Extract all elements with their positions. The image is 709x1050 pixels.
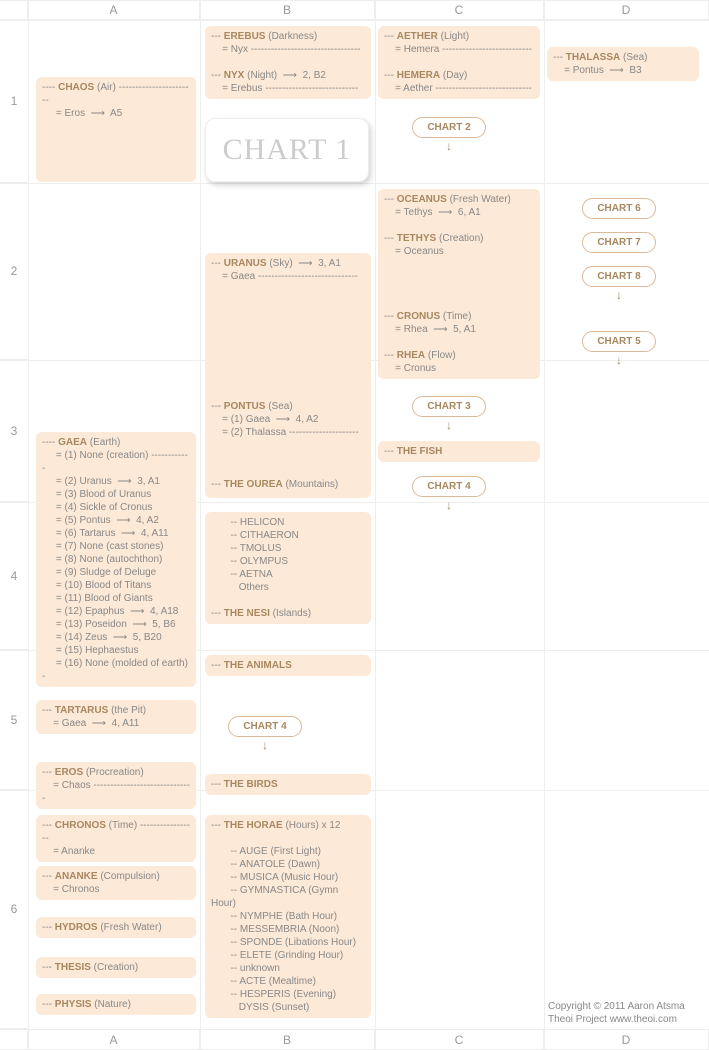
chart-title: CHART 1 — [205, 118, 369, 182]
pill-arrow-chart3: ↓ — [412, 418, 486, 432]
box-aether: --- AETHER (Light) = Hemera ------------… — [378, 26, 540, 99]
grid-vline — [375, 0, 376, 1049]
pill-chart4b[interactable]: CHART 4 — [228, 716, 302, 737]
box-hydros: --- HYDROS (Fresh Water) — [36, 917, 196, 938]
pill-arrow-chart2: ↓ — [412, 139, 486, 153]
box-chronos: --- CHRONOS (Time) ----------------- = A… — [36, 815, 196, 862]
box-gaea: ---- GAEA (Earth) = (1) None (creation) … — [36, 432, 196, 687]
box-thefish: --- THE FISH — [378, 441, 540, 462]
copyright-text: Copyright © 2011 Aaron AtsmaTheoi Projec… — [548, 1000, 685, 1026]
genealogy-chart: AABBCCDD 123456 ---- CHAOS (Air) -------… — [0, 0, 709, 1049]
pill-arrow-chart5: ↓ — [582, 353, 656, 367]
box-oceanus: --- OCEANUS (Fresh Water) = Tethys ⟶ 6, … — [378, 189, 540, 379]
row-header-1: 1 — [0, 20, 28, 183]
col-header-c: C — [375, 0, 544, 20]
row-header-2: 2 — [0, 183, 28, 360]
box-ourea_list: -- HELICON -- CITHAERON -- TMOLUS -- OLY… — [205, 512, 371, 624]
box-erebus: --- EREBUS (Darkness) = Nyx ------------… — [205, 26, 371, 99]
row-header-3: 3 — [0, 360, 28, 502]
pill-arrow-chart8: ↓ — [582, 288, 656, 302]
row-header-6: 6 — [0, 790, 28, 1029]
col-header-b: B — [200, 0, 375, 20]
col-header-d: D — [544, 1029, 709, 1049]
grid-vline — [200, 0, 201, 1049]
pill-chart5[interactable]: CHART 5 — [582, 331, 656, 352]
pill-chart7[interactable]: CHART 7 — [582, 232, 656, 253]
pill-chart2[interactable]: CHART 2 — [412, 117, 486, 138]
col-header-b: B — [200, 1029, 375, 1049]
row-header-4: 4 — [0, 502, 28, 650]
box-thesis: --- THESIS (Creation) — [36, 957, 196, 978]
col-header-c: C — [375, 1029, 544, 1049]
box-tartarus: --- TARTARUS (the Pit) = Gaea ⟶ 4, A11 — [36, 700, 196, 734]
grid-hline — [0, 20, 709, 21]
col-header-d: D — [544, 0, 709, 20]
pill-chart3[interactable]: CHART 3 — [412, 396, 486, 417]
box-chaos: ---- CHAOS (Air) -----------------------… — [36, 77, 196, 182]
box-birds: --- THE BIRDS — [205, 774, 371, 795]
box-ananke: --- ANANKE (Compulsion) = Chronos — [36, 866, 196, 900]
grid-vline — [544, 0, 545, 1049]
box-animals: --- THE ANIMALS — [205, 655, 371, 676]
pill-arrow-chart4b: ↓ — [228, 738, 302, 752]
col-header-a: A — [28, 1029, 200, 1049]
pill-chart8[interactable]: CHART 8 — [582, 266, 656, 287]
corner-cell — [0, 1029, 28, 1049]
box-physis: --- PHYSIS (Nature) — [36, 994, 196, 1015]
box-horae: --- THE HORAE (Hours) x 12 -- AUGE (Firs… — [205, 815, 371, 1018]
corner-cell — [0, 0, 28, 20]
grid-vline — [28, 0, 29, 1049]
box-uranus: --- URANUS (Sky) ⟶ 3, A1 = Gaea --------… — [205, 253, 371, 498]
pill-arrow-chart4: ↓ — [412, 498, 486, 512]
pill-chart4[interactable]: CHART 4 — [412, 476, 486, 497]
grid-hline — [0, 183, 709, 184]
pill-chart6[interactable]: CHART 6 — [582, 198, 656, 219]
box-eros: --- EROS (Procreation) = Chaos ---------… — [36, 762, 196, 809]
box-thalassa: --- THALASSA (Sea) = Pontus ⟶ B3 — [547, 47, 699, 81]
col-header-a: A — [28, 0, 200, 20]
row-header-5: 5 — [0, 650, 28, 790]
